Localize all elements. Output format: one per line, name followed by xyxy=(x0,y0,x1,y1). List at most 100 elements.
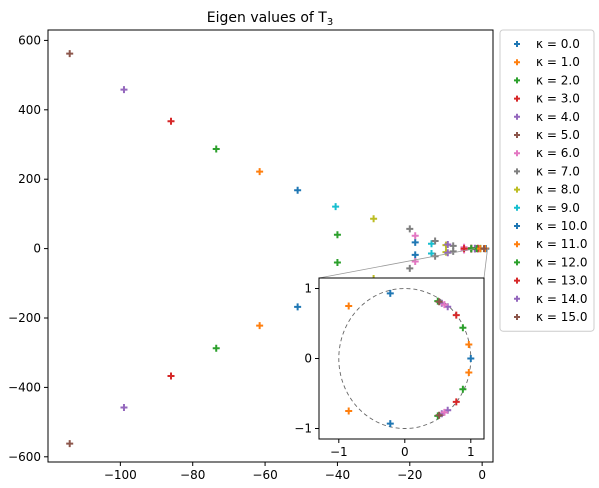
data-point xyxy=(66,440,74,448)
legend-marker xyxy=(514,132,520,138)
inset-frame xyxy=(318,277,485,440)
legend-marker xyxy=(514,150,520,157)
data-point xyxy=(449,247,457,255)
legend-entry-label: κ = 2.0 xyxy=(536,73,580,87)
inset-data-point xyxy=(435,298,443,306)
legend-marker xyxy=(514,77,520,84)
inset-x-tick-label: −1 xyxy=(330,445,348,459)
legend-entry-label: κ = 8.0 xyxy=(536,183,580,197)
data-point xyxy=(406,264,414,272)
y-tick-label: −600 xyxy=(8,450,41,464)
chart-title: Eigen values of T3 xyxy=(207,10,333,28)
legend-entry-label: κ = 3.0 xyxy=(536,92,580,106)
legend-entry-label: κ = 14.0 xyxy=(536,292,587,306)
inset-data-point xyxy=(452,398,460,406)
legend-entry-label: κ = 9.0 xyxy=(536,201,580,215)
data-point xyxy=(480,245,488,253)
legend-marker xyxy=(514,277,520,284)
legend-marker xyxy=(514,41,520,47)
data-point xyxy=(167,117,175,125)
legend-entry-label: κ = 7.0 xyxy=(536,164,580,178)
legend-entry-label: κ = 13.0 xyxy=(536,274,587,288)
y-tick-label: 200 xyxy=(18,172,41,186)
inset-data-point xyxy=(386,420,394,428)
data-point xyxy=(212,344,220,352)
inset-x-tick-label: 0 xyxy=(401,445,409,459)
y-tick-label: 400 xyxy=(18,103,41,117)
data-point xyxy=(431,237,439,245)
data-point xyxy=(411,232,419,240)
data-point xyxy=(444,249,452,257)
legend-marker xyxy=(514,95,520,102)
inset-connector-line xyxy=(483,248,488,279)
x-tick-label: −60 xyxy=(252,468,277,482)
data-point xyxy=(120,404,128,412)
inset-y-tick-label: 0 xyxy=(304,352,312,366)
legend-entry-label: κ = 11.0 xyxy=(536,237,587,251)
inset-data-point xyxy=(467,355,475,362)
legend-marker xyxy=(514,295,520,302)
inset-zoom-panel: −1 0 1 −1 0 1 xyxy=(294,248,488,459)
data-point xyxy=(294,186,302,194)
x-tick-label: 0 xyxy=(478,468,486,482)
legend: κ = 0.0 κ = 1.0 κ = 2.0 κ = 3.0 κ = 4.0 κ = 5… xyxy=(499,29,595,332)
inset-data-point xyxy=(345,407,353,415)
inset-data-point xyxy=(440,408,448,416)
x-tick-label: −40 xyxy=(325,468,350,482)
x-tick-label: −20 xyxy=(397,468,422,482)
inset-data-point xyxy=(440,301,448,309)
legend-entry-label: κ = 4.0 xyxy=(536,110,580,124)
legend-entry-label: κ = 10.0 xyxy=(536,219,587,233)
y-tick-label: −200 xyxy=(8,311,41,325)
legend-marker xyxy=(514,186,520,193)
legend-entry-label: κ = 0.0 xyxy=(536,37,580,51)
y-tick-label: −400 xyxy=(8,380,41,394)
inset-x-tick-label: 1 xyxy=(467,445,475,459)
legend-entry-label: κ = 12.0 xyxy=(536,255,587,269)
data-point xyxy=(411,251,419,259)
inset-y-tick-label: 1 xyxy=(304,282,312,296)
inset-data-point xyxy=(465,369,473,376)
data-point xyxy=(406,225,414,233)
data-point xyxy=(411,257,419,265)
legend-marker xyxy=(514,241,520,248)
x-tick-label: −100 xyxy=(104,468,137,482)
data-point xyxy=(333,258,341,266)
legend-entry-label: κ = 15.0 xyxy=(536,310,587,324)
legend-marker xyxy=(514,223,520,229)
inset-data-point xyxy=(465,341,473,348)
plot-frame xyxy=(47,29,494,463)
legend-entry-label: κ = 6.0 xyxy=(536,146,580,160)
inset-y-tick-label: −1 xyxy=(294,422,312,436)
y-tick-label: 600 xyxy=(18,33,41,47)
data-point xyxy=(256,168,264,176)
data-point xyxy=(444,240,452,248)
legend-marker xyxy=(514,204,520,211)
data-point xyxy=(427,240,435,248)
legend-marker xyxy=(514,59,520,66)
inset-data-point xyxy=(459,324,467,332)
x-tick-label: −80 xyxy=(180,468,205,482)
data-point xyxy=(120,86,128,94)
inset-data-point xyxy=(386,289,394,297)
inset-data-point xyxy=(459,385,467,393)
inset-data-point xyxy=(452,311,460,319)
legend-marker xyxy=(514,314,520,320)
data-point xyxy=(333,231,341,239)
inset-data-point xyxy=(345,302,353,310)
data-point xyxy=(256,322,264,330)
data-point xyxy=(66,50,74,58)
data-point xyxy=(411,238,419,246)
data-point xyxy=(294,303,302,311)
legend-marker xyxy=(514,168,520,175)
legend-entry-label: κ = 5.0 xyxy=(536,128,580,142)
data-point xyxy=(370,215,378,223)
legend-marker xyxy=(514,259,520,266)
data-point xyxy=(167,372,175,380)
legend-box xyxy=(499,29,595,332)
data-point xyxy=(212,145,220,153)
y-tick-label: 0 xyxy=(33,242,41,256)
legend-marker xyxy=(514,113,520,120)
data-point xyxy=(427,249,435,257)
